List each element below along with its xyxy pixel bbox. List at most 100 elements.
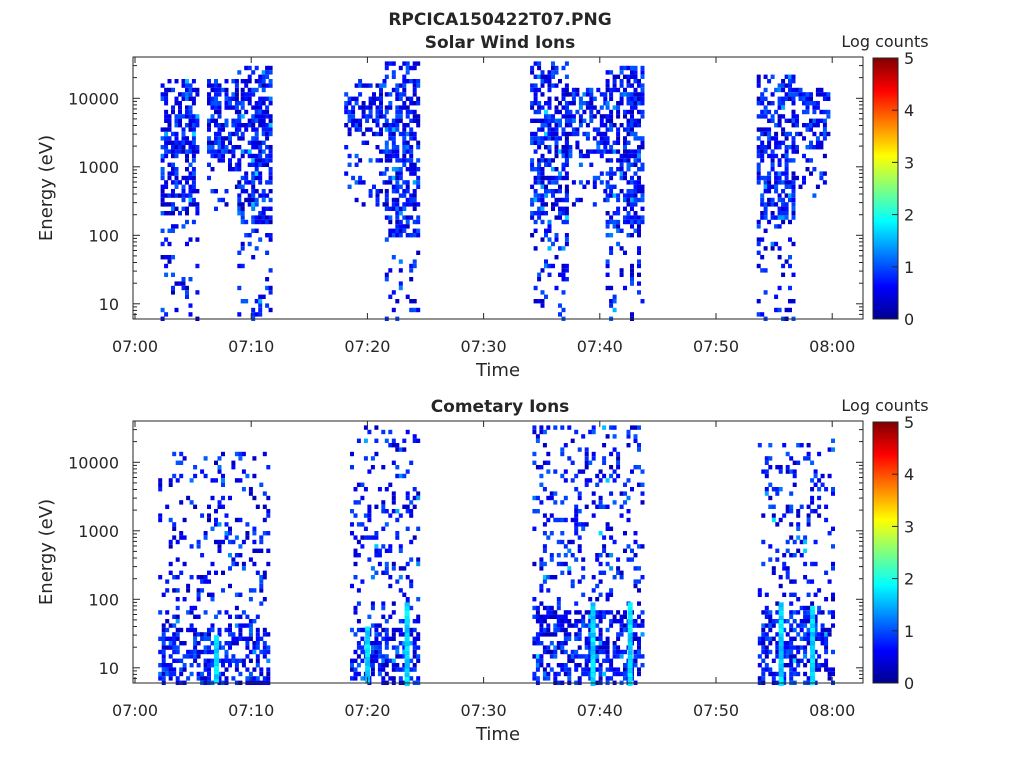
heatmap-cell-streak (627, 620, 633, 625)
heatmap-cell (616, 632, 621, 637)
heatmap-cell (612, 105, 617, 110)
heatmap-cell (626, 443, 631, 448)
heatmap-cell (217, 539, 222, 545)
heatmap-cell (195, 145, 200, 150)
heatmap-cell (815, 87, 820, 93)
heatmap-cell (171, 290, 175, 295)
heatmap-cell (554, 145, 559, 150)
heatmap-cell (605, 676, 610, 681)
heatmap-cell (539, 429, 544, 435)
heatmap-cell (370, 671, 375, 677)
heatmap-cell (193, 658, 198, 663)
heatmap-cell (537, 127, 542, 132)
heatmap-cell (633, 92, 638, 97)
heatmap-cell (354, 162, 359, 167)
heatmap-cell (188, 118, 193, 123)
heatmap-cell (188, 184, 193, 189)
heatmap-cell (186, 676, 191, 681)
heatmap-cell (382, 114, 387, 119)
heatmap-cell (174, 206, 179, 211)
heatmap-cell (258, 307, 263, 313)
heatmap-cell (402, 632, 407, 637)
heatmap-cell (412, 206, 417, 211)
heatmap-cell (592, 149, 597, 154)
heatmap-cell (578, 123, 583, 128)
heatmap-cell (195, 118, 200, 123)
heatmap-cell (363, 513, 368, 518)
heatmap-cell (240, 131, 245, 137)
heatmap-cell (574, 504, 579, 509)
heatmap-cell (626, 233, 631, 238)
heatmap-cell (813, 482, 818, 487)
heatmap-cell (637, 215, 641, 220)
heatmap-cell (619, 575, 624, 580)
heatmap-cell (168, 517, 173, 523)
x-tick-label: 07:40 (577, 701, 623, 720)
heatmap-cell (760, 153, 765, 159)
heatmap-cell (174, 131, 179, 137)
heatmap-cell (172, 623, 177, 628)
heatmap-cell (554, 237, 559, 242)
heatmap-cell (252, 531, 257, 536)
heatmap-cell (412, 667, 417, 672)
heatmap-cell (551, 206, 555, 211)
heatmap-cell (640, 610, 645, 615)
heatmap-cell (268, 123, 273, 128)
heatmap-cell (623, 175, 627, 181)
heatmap-cell (391, 495, 396, 501)
heatmap-cell (228, 531, 232, 536)
heatmap-cell (616, 127, 621, 132)
heatmap-cell (224, 667, 229, 672)
heatmap-cell (217, 504, 222, 509)
heatmap-cell (384, 654, 389, 659)
heatmap-cell (532, 460, 537, 465)
heatmap-cell (252, 641, 257, 646)
heatmap-cell (806, 579, 811, 584)
heatmap-cell (637, 189, 641, 194)
heatmap-cell (412, 167, 417, 172)
heatmap-cell (777, 285, 782, 291)
heatmap-cell (637, 579, 641, 584)
heatmap-cell (245, 614, 250, 619)
heatmap-cell (626, 96, 631, 101)
heatmap-cell (395, 654, 400, 659)
heatmap-cell (164, 131, 169, 137)
heatmap-cell (221, 473, 225, 479)
heatmap-cell (782, 649, 787, 655)
heatmap-cell (217, 92, 222, 97)
heatmap-cell (803, 619, 808, 624)
heatmap-cell (530, 65, 535, 71)
heatmap-cell (391, 233, 396, 238)
heatmap-cell (374, 548, 379, 553)
heatmap-cell (571, 96, 576, 101)
heatmap-cell (763, 175, 768, 181)
heatmap-cell (174, 193, 179, 198)
heatmap-cell (544, 294, 548, 299)
heatmap-cell (247, 153, 252, 159)
heatmap-cell (595, 553, 600, 558)
heatmap-cell (626, 557, 631, 562)
heatmap-cell (542, 443, 547, 448)
heatmap-cell (791, 211, 796, 216)
heatmap-cell (533, 228, 538, 233)
heatmap-cell (813, 473, 818, 479)
heatmap-cell (563, 619, 568, 624)
heatmap-cell (827, 667, 832, 672)
heatmap-cell (251, 158, 256, 163)
heatmap-cell (564, 197, 569, 203)
heatmap-cell (560, 667, 565, 672)
heatmap-cell (228, 149, 232, 154)
heatmap-cell (182, 597, 187, 602)
heatmap-cell (188, 171, 193, 176)
heatmap-cell (182, 654, 187, 659)
heatmap-cell (637, 246, 641, 251)
heatmap-cell (238, 592, 243, 597)
heatmap-cell (806, 627, 811, 633)
heatmap-cell (633, 79, 638, 84)
heatmap-cell (168, 645, 173, 650)
heatmap-cell (792, 610, 797, 615)
heatmap-cell (633, 123, 638, 128)
heatmap-cell (391, 184, 396, 189)
heatmap-cell (361, 109, 366, 115)
heatmap-cell (200, 553, 205, 558)
